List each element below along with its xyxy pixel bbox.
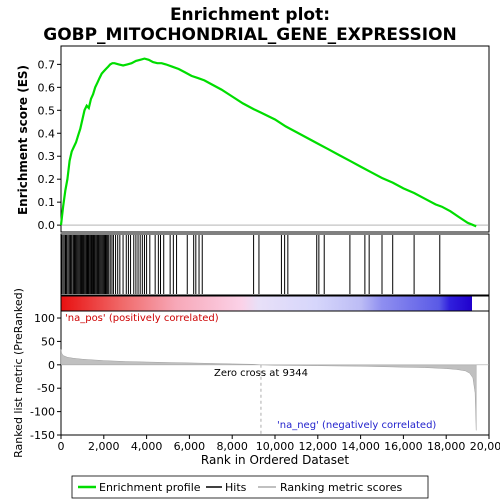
metric-ytick-label: 100 bbox=[34, 312, 55, 325]
legend: Enrichment profile Hits Ranking metric s… bbox=[71, 475, 429, 499]
enrichment-y-ticks: 0.0 0.1 0.2 0.3 0.4 0.5 0.6 0.7 bbox=[38, 58, 61, 232]
xtick-label: 6,000 bbox=[174, 440, 206, 453]
xtick-label: 2,000 bbox=[88, 440, 120, 453]
x-axis-ticks: 0 2,000 4,000 6,000 8,000 10,000 12,000 14,000 1… bbox=[58, 435, 500, 453]
es-ytick-label: 0.2 bbox=[38, 173, 56, 186]
xtick-label: 0 bbox=[58, 440, 65, 453]
legend-frame bbox=[71, 475, 429, 499]
x-axis-label: Rank in Ordered Dataset bbox=[201, 453, 349, 467]
xtick-label: 18,000 bbox=[427, 440, 466, 453]
xtick-label: 12,000 bbox=[299, 440, 338, 453]
na-neg-label: 'na_neg' (negatively correlated) bbox=[277, 420, 436, 431]
es-ytick-label: 0.4 bbox=[38, 127, 56, 140]
es-ytick-label: 0.5 bbox=[38, 104, 56, 117]
chart-title-line2: GOBP_MITOCHONDRIAL_GENE_EXPRESSION bbox=[43, 25, 457, 45]
xtick-label: 8,000 bbox=[216, 440, 248, 453]
ranked-list-bar bbox=[60, 295, 490, 312]
ranked-list-gradient bbox=[61, 296, 472, 311]
metric-y-ticks: 100 50 0 -50 -100 -150 bbox=[30, 312, 61, 442]
metric-ytick-label: 0 bbox=[48, 359, 55, 372]
hits-panel-frame bbox=[60, 233, 490, 296]
enrichment-y-axis-label: Enrichment score (ES) bbox=[16, 65, 30, 215]
es-ytick-label: 0.6 bbox=[38, 81, 56, 94]
xtick-label: 16,000 bbox=[384, 440, 423, 453]
metric-ytick-label: -50 bbox=[37, 382, 55, 395]
zero-cross-label: Zero cross at 9344 bbox=[214, 368, 308, 379]
hits-panel bbox=[60, 233, 490, 296]
es-ytick-label: 0.1 bbox=[38, 196, 56, 209]
legend-enrichment-label: Enrichment profile bbox=[99, 481, 201, 494]
ranking-metric-area bbox=[60, 349, 477, 431]
metric-ytick-label: -100 bbox=[30, 406, 55, 419]
metric-y-axis-label: Ranked list metric (PreRanked) bbox=[12, 288, 25, 458]
chart-title-line1: Enrichment plot: bbox=[170, 5, 330, 25]
enrichment-panel-frame bbox=[60, 45, 490, 233]
es-ytick-label: 0.7 bbox=[38, 58, 56, 71]
metric-ytick-label: 50 bbox=[41, 335, 55, 348]
enrichment-panel: 0.0 0.1 0.2 0.3 0.4 0.5 0.6 0.7 Enrichment scor… bbox=[16, 45, 490, 233]
xtick-label: 10,000 bbox=[256, 440, 295, 453]
xtick-label: 14,000 bbox=[341, 440, 380, 453]
metric-ytick-label: -150 bbox=[30, 429, 55, 442]
metric-panel: 100 50 0 -50 -100 -150 'na_pos' (positively c… bbox=[12, 288, 490, 458]
es-ytick-label: 0.3 bbox=[38, 150, 56, 163]
legend-metric-label: Ranking metric scores bbox=[280, 481, 402, 494]
xtick-label: 20,000 bbox=[470, 440, 500, 453]
na-pos-label: 'na_pos' (positively correlated) bbox=[65, 313, 219, 324]
hit-marks bbox=[61, 235, 441, 294]
enrichment-profile-line bbox=[59, 57, 477, 228]
es-ytick-label: 0.0 bbox=[38, 219, 56, 232]
legend-hits-label: Hits bbox=[225, 481, 247, 494]
metric-panel-frame bbox=[60, 310, 490, 436]
xtick-label: 4,000 bbox=[131, 440, 163, 453]
